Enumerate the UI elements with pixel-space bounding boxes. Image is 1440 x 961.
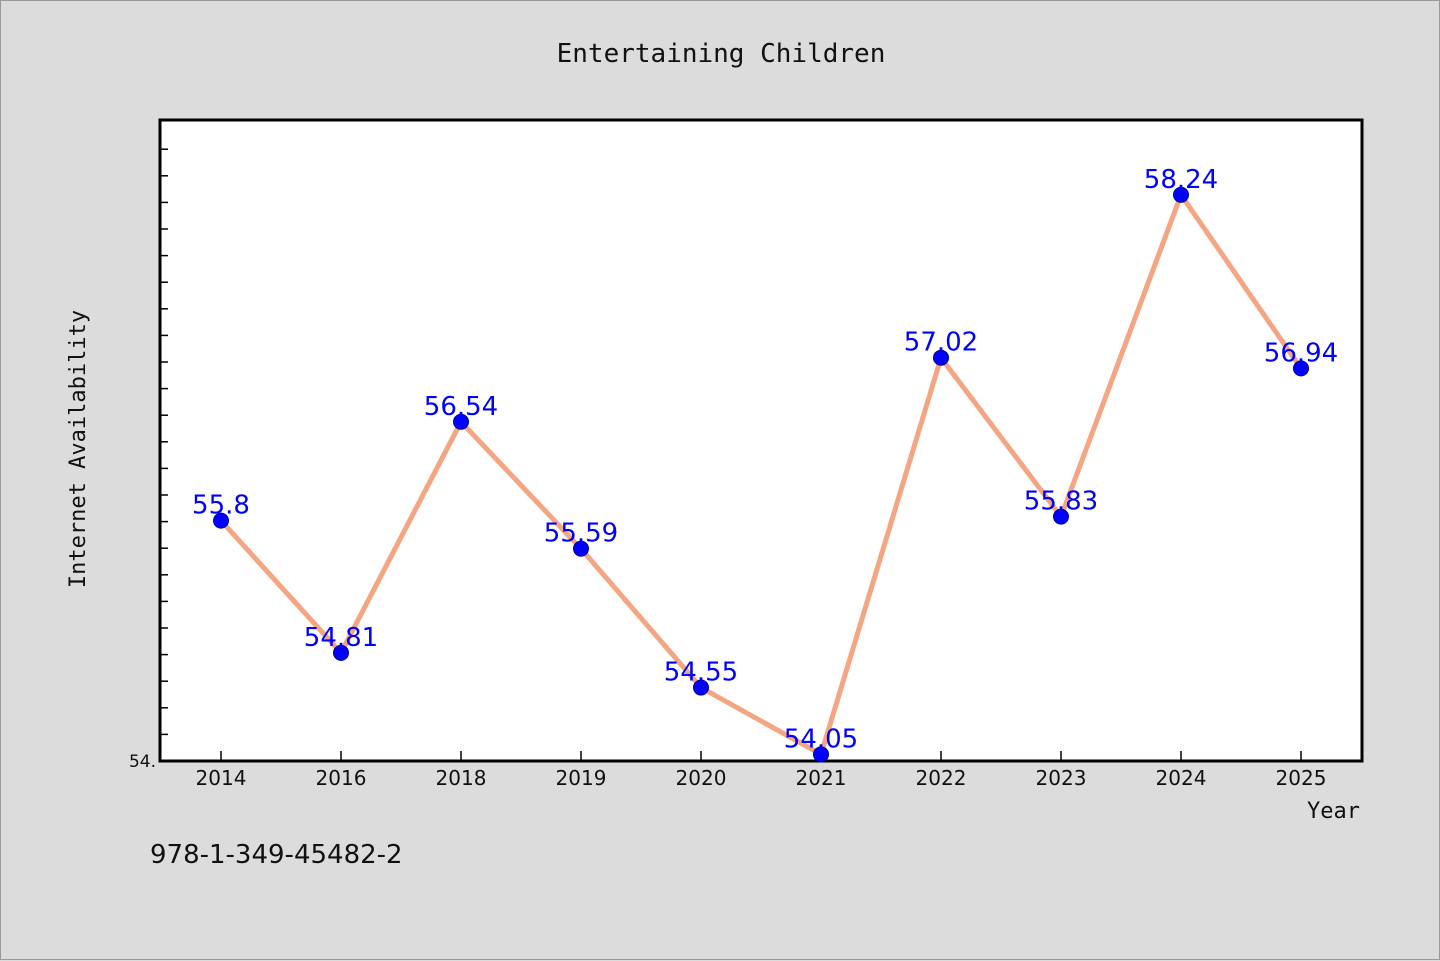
x-tick-label: 2019: [556, 766, 607, 790]
x-axis-label: Year: [1307, 799, 1360, 824]
y-axis-label: Internet Availability: [66, 310, 91, 588]
y-axis-ticks: [160, 148, 168, 736]
data-label: 56.94: [1264, 338, 1338, 368]
data-point: [1173, 186, 1189, 203]
series-group: [213, 186, 1309, 763]
data-point: [693, 679, 709, 696]
x-tick-label: 2022: [916, 766, 967, 790]
y-axis-tick-labels: 54.: [129, 752, 156, 772]
data-point: [453, 413, 469, 430]
data-point: [573, 540, 589, 557]
data-point: [813, 746, 829, 763]
data-label: 54.55: [664, 658, 738, 688]
x-tick-label: 2020: [676, 766, 727, 790]
x-tick-label: 2014: [196, 766, 247, 790]
y-tick-label: 54.: [129, 752, 156, 772]
data-label: 55.8: [192, 491, 250, 521]
data-point: [933, 349, 949, 366]
data-point: [213, 512, 229, 529]
x-tick-label: 2025: [1276, 766, 1327, 790]
annotation-text: 978-1-349-45482-2: [150, 840, 403, 870]
x-tick-label: 2018: [436, 766, 487, 790]
data-point: [1053, 508, 1069, 525]
data-label: 54.81: [304, 623, 378, 653]
data-label: 54.05: [784, 724, 858, 754]
data-point: [333, 644, 349, 661]
chart-title: Entertaining Children: [557, 39, 886, 69]
x-tick-label: 2021: [796, 766, 847, 790]
data-labels: 55.8 54.81 56.54 55.59 54.55 54.05 57.02 55.83 5…: [192, 165, 1338, 755]
plot-area: [158, 118, 1364, 763]
x-tick-label: 2016: [316, 766, 367, 790]
data-label: 55.59: [544, 519, 618, 549]
data-point: [1293, 360, 1309, 377]
x-axis-tick-labels: 2014 2016 2018 2019 2020 2021 2022 2023 2024 2025: [196, 766, 1327, 790]
data-label: 56.54: [424, 392, 498, 422]
x-tick-label: 2023: [1036, 766, 1087, 790]
series-line: [219, 192, 1304, 757]
data-label: 58.24: [1144, 165, 1218, 195]
x-tick-label: 2024: [1156, 766, 1207, 790]
data-label: 57.02: [904, 328, 978, 358]
data-label: 55.83: [1024, 487, 1098, 517]
